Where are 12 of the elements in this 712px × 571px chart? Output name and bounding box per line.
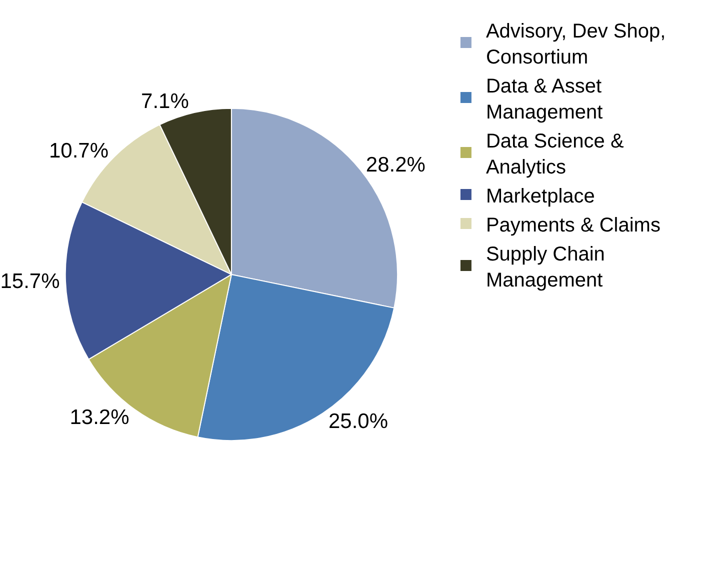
legend-label: Data & Asset Management	[486, 75, 604, 124]
legend-label: Payments & Claims	[486, 214, 660, 236]
data-label: 10.7%	[48, 139, 109, 162]
data-label: 25.0%	[328, 410, 388, 433]
data-label: 7.1%	[141, 90, 189, 114]
legend-label: Supply Chain Management	[486, 243, 605, 292]
legend-label: Marketplace	[486, 185, 595, 208]
data-label: 28.2%	[366, 153, 426, 176]
legend-label: Data Science & Analytics	[486, 130, 624, 178]
legend-label: Advisory, Dev Shop, Consortium	[486, 20, 666, 68]
data-label: 13.2%	[70, 406, 130, 429]
data-label: 15.7%	[0, 270, 60, 294]
